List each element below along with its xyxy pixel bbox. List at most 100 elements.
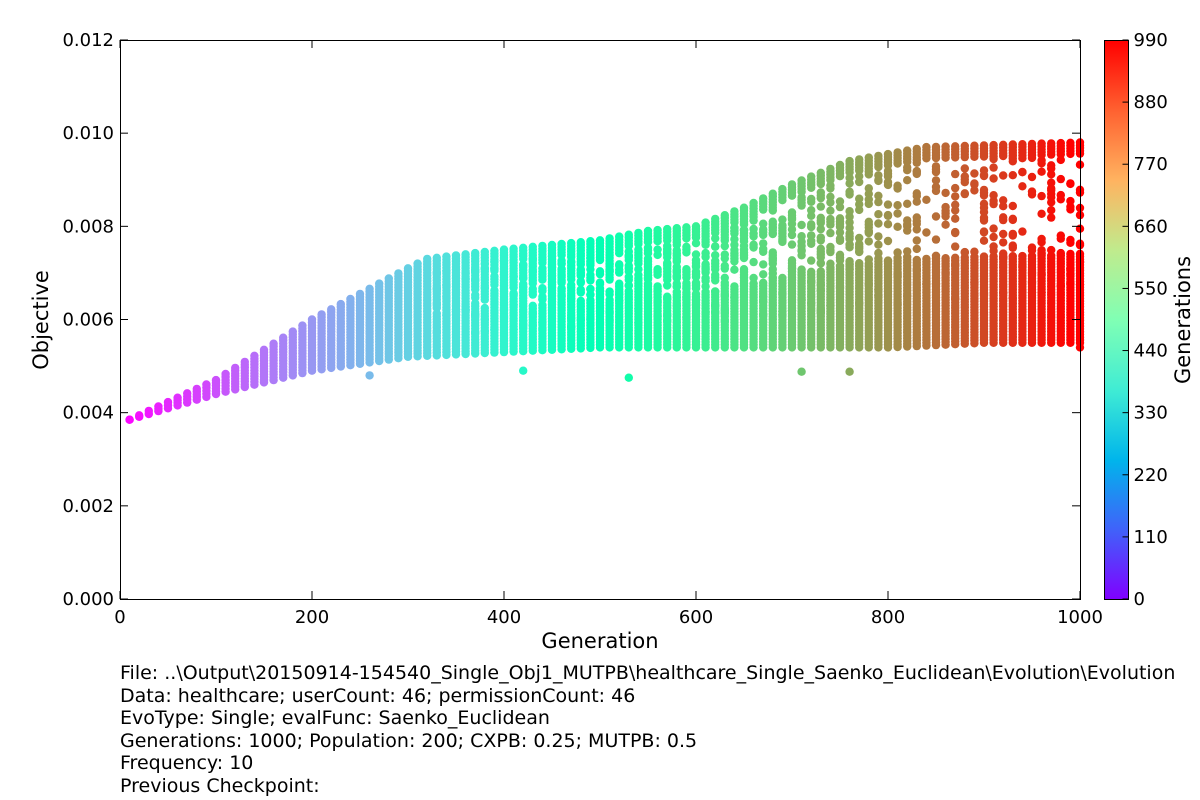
data-point (519, 243, 528, 252)
data-point (970, 186, 979, 195)
data-point (643, 271, 653, 280)
data-point (893, 148, 902, 157)
data-point (1066, 235, 1075, 245)
data-point (1056, 174, 1066, 184)
data-point (1037, 191, 1046, 201)
data-point (951, 260, 960, 270)
data-point (816, 224, 825, 234)
data-point (912, 144, 921, 154)
data-point (845, 240, 854, 250)
data-point (883, 287, 893, 296)
data-point (931, 279, 941, 289)
x-tick-label: 800 (871, 607, 905, 628)
data-point (461, 250, 470, 259)
data-point (816, 218, 825, 228)
data-point (1066, 279, 1075, 288)
data-point (624, 281, 633, 290)
data-point (480, 247, 489, 257)
data-point (778, 215, 787, 224)
data-point (816, 202, 825, 211)
data-point (682, 242, 691, 251)
data-point (951, 253, 960, 262)
data-point (807, 256, 816, 265)
data-point (653, 311, 662, 320)
data-point (960, 189, 969, 199)
data-point (682, 288, 691, 297)
data-point (595, 279, 605, 289)
data-point (759, 270, 768, 279)
data-point (874, 210, 883, 219)
data-point (730, 245, 739, 254)
data-point (759, 297, 768, 306)
x-tick-label: 200 (295, 607, 329, 628)
data-point (739, 241, 749, 250)
data-point (883, 236, 893, 246)
data-point (682, 294, 691, 304)
data-point (720, 291, 729, 300)
data-point (240, 357, 249, 367)
checkpoint-line: Previous Checkpoint: (120, 774, 320, 797)
data-point (893, 299, 902, 309)
data-point (615, 261, 624, 270)
data-point (615, 279, 624, 288)
data-point (586, 237, 595, 246)
data-point (893, 248, 902, 257)
colorbar-tick-label: 330 (1134, 403, 1168, 424)
data-point (979, 185, 989, 195)
data-point (883, 210, 893, 220)
data-point (528, 321, 537, 330)
data-point (1047, 206, 1056, 215)
data-point (720, 261, 729, 270)
colorbar-tick-label: 550 (1134, 278, 1168, 299)
data-point (279, 333, 288, 342)
data-point (845, 301, 854, 311)
data-point (826, 192, 835, 201)
data-point (912, 265, 921, 274)
data-point (893, 269, 902, 278)
data-point (624, 230, 633, 239)
data-point (807, 267, 816, 276)
data-point (663, 224, 672, 234)
data-point (816, 259, 825, 268)
data-point (816, 168, 825, 177)
data-point (989, 224, 998, 233)
data-point (855, 259, 864, 268)
data-point (663, 245, 672, 254)
data-point (634, 304, 643, 313)
data-point (682, 265, 691, 274)
data-point (835, 217, 845, 226)
colorbar-tick-label: 110 (1134, 527, 1168, 548)
data-point (807, 194, 816, 204)
data-point (461, 274, 470, 283)
data-point (759, 194, 768, 203)
y-tick-label: 0.000 (62, 589, 114, 610)
data-point (931, 182, 941, 192)
data-point (816, 244, 825, 253)
data-point (509, 244, 518, 253)
data-point (480, 327, 489, 336)
data-point (855, 233, 864, 243)
data-point (941, 142, 950, 151)
data-point (1047, 139, 1056, 148)
data-point (797, 232, 806, 241)
data-point (336, 299, 345, 309)
data-point (768, 248, 777, 257)
data-point (874, 191, 883, 200)
data-point (461, 302, 470, 311)
data-point (979, 141, 989, 150)
data-point (701, 264, 710, 273)
data-point (1027, 139, 1037, 149)
data-point (931, 212, 941, 221)
data-point (413, 259, 422, 268)
data-point (509, 325, 518, 334)
data-point (1018, 182, 1027, 191)
data-point (903, 247, 912, 256)
data-point (528, 254, 537, 264)
colorbar-tick-label: 770 (1134, 154, 1168, 175)
data-point (327, 305, 336, 314)
data-point (711, 242, 720, 251)
data-point (855, 299, 864, 308)
data-point (173, 393, 182, 402)
data-point (951, 228, 960, 238)
x-tick-label: 600 (679, 607, 713, 628)
